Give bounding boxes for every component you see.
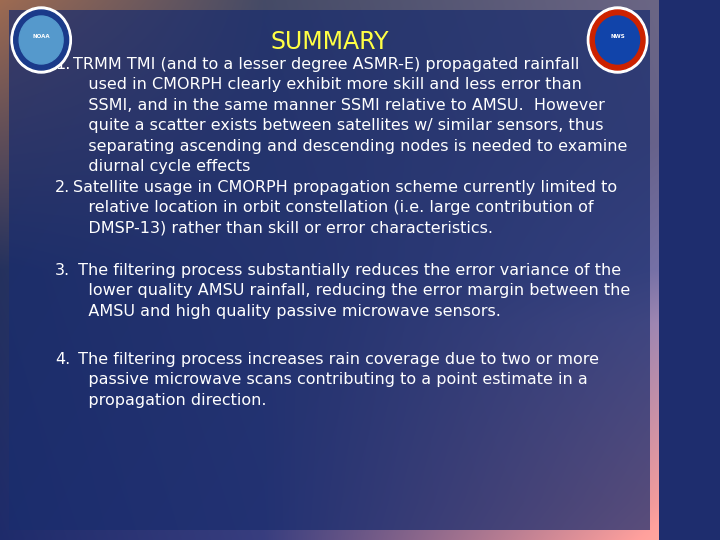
Circle shape — [588, 7, 648, 73]
Text: 4.: 4. — [55, 352, 70, 367]
Text: TRMM TMI (and to a lesser degree ASMR-E) propagated rainfall
   used in CMORPH c: TRMM TMI (and to a lesser degree ASMR-E)… — [73, 57, 628, 174]
Circle shape — [590, 10, 645, 70]
FancyBboxPatch shape — [9, 10, 649, 530]
Text: The filtering process increases rain coverage due to two or more
   passive micr: The filtering process increases rain cov… — [73, 352, 599, 408]
Circle shape — [19, 16, 63, 64]
Text: 1.: 1. — [55, 57, 71, 72]
Text: The filtering process substantially reduces the error variance of the
   lower q: The filtering process substantially redu… — [73, 263, 631, 319]
Circle shape — [11, 7, 71, 73]
Circle shape — [14, 10, 68, 70]
Text: NOAA: NOAA — [32, 33, 50, 38]
Text: 2.: 2. — [55, 180, 70, 195]
Text: SUMMARY: SUMMARY — [270, 30, 389, 54]
Text: Satellite usage in CMORPH propagation scheme currently limited to
   relative lo: Satellite usage in CMORPH propagation sc… — [73, 180, 617, 236]
Text: 3.: 3. — [55, 263, 70, 278]
Text: NWS: NWS — [611, 35, 625, 39]
Circle shape — [595, 16, 639, 64]
